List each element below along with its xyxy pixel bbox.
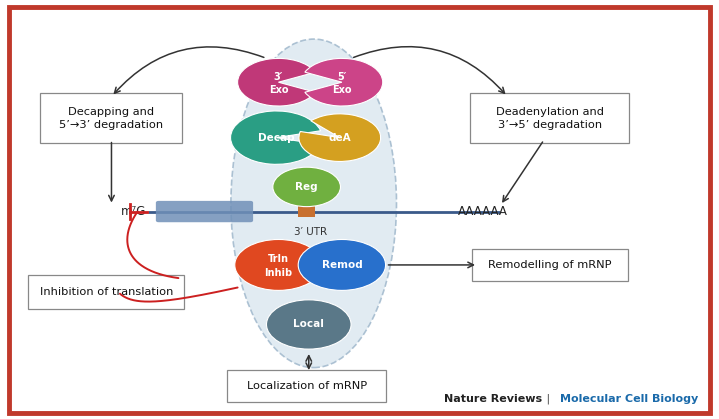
Circle shape	[267, 300, 351, 349]
Text: Decapping and
5’→3’ degradation: Decapping and 5’→3’ degradation	[59, 106, 163, 130]
Text: 3′ UTR: 3′ UTR	[293, 227, 326, 237]
Circle shape	[298, 240, 385, 290]
Wedge shape	[305, 58, 383, 106]
Text: Nature Reviews: Nature Reviews	[444, 394, 542, 404]
Text: Inhibition of translation: Inhibition of translation	[40, 287, 173, 297]
Text: deA: deA	[329, 133, 351, 142]
FancyBboxPatch shape	[470, 93, 629, 143]
Text: |: |	[543, 394, 554, 404]
Text: Decap: Decap	[258, 133, 295, 142]
Text: Deadenylation and
3’→5’ degradation: Deadenylation and 3’→5’ degradation	[495, 106, 604, 130]
FancyBboxPatch shape	[40, 93, 182, 143]
FancyBboxPatch shape	[28, 275, 184, 309]
Text: Molecular Cell Biology: Molecular Cell Biology	[560, 394, 699, 404]
Text: m⁷G: m⁷G	[121, 205, 146, 218]
Text: 3′: 3′	[274, 72, 283, 82]
Text: Remodelling of mRNP: Remodelling of mRNP	[488, 260, 612, 270]
Text: Inhib: Inhib	[265, 268, 293, 278]
Text: Local: Local	[293, 319, 324, 329]
Wedge shape	[299, 114, 380, 161]
FancyBboxPatch shape	[227, 370, 386, 402]
Text: AAAAAA: AAAAAA	[458, 205, 508, 218]
Text: Remod: Remod	[321, 260, 362, 270]
FancyBboxPatch shape	[472, 249, 628, 281]
Text: Trln: Trln	[268, 254, 289, 264]
Wedge shape	[237, 58, 316, 106]
Circle shape	[235, 240, 322, 290]
Text: Exo: Exo	[332, 85, 352, 95]
Text: Localization of mRNP: Localization of mRNP	[247, 381, 367, 391]
Text: Exo: Exo	[269, 85, 288, 95]
Text: Reg: Reg	[296, 182, 318, 192]
FancyBboxPatch shape	[156, 201, 253, 222]
Wedge shape	[231, 111, 321, 164]
Bar	[298, 206, 315, 217]
Circle shape	[273, 167, 341, 207]
Ellipse shape	[231, 39, 396, 367]
Text: 5′: 5′	[337, 72, 347, 82]
